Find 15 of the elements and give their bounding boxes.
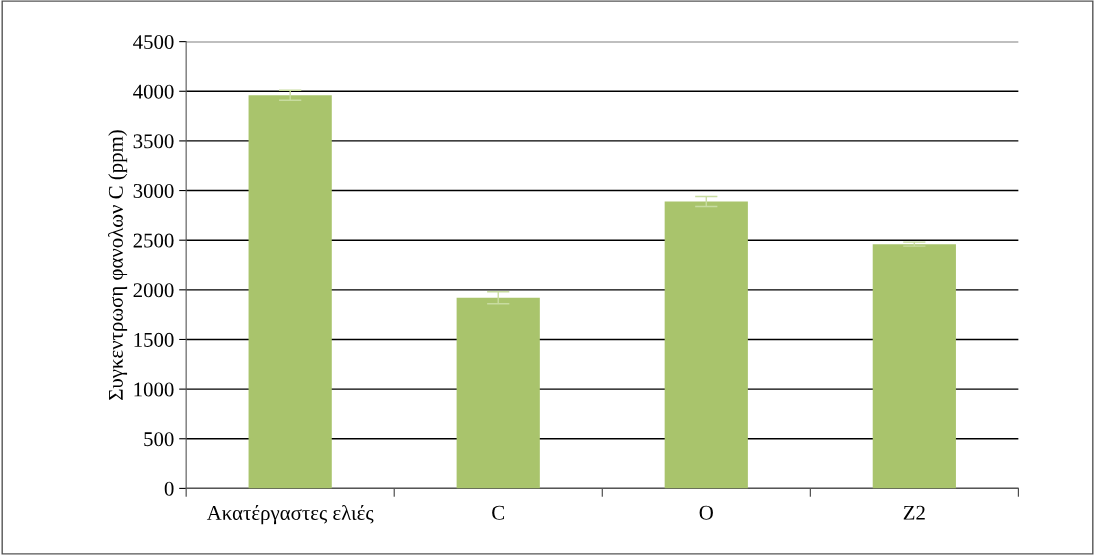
y-tick-label: 4500 (133, 35, 174, 50)
y-tick-label: 4000 (133, 84, 174, 99)
x-tick-label: Ακατέργαστες ελιές (206, 505, 374, 525)
y-tick-label: 500 (144, 432, 174, 447)
y-tick-label: 1000 (134, 382, 174, 397)
x-tick-label: Z2 (903, 505, 925, 520)
x-tick-label: O (699, 505, 713, 520)
y-tick-label: 1500 (134, 332, 174, 347)
y-tick-label: 3500 (133, 134, 174, 149)
y-tick-label: 0 (164, 481, 174, 496)
x-tick-label: C (492, 505, 505, 520)
y-axis-title: Συγκεντρωση φανολων C (ppm) (108, 130, 128, 400)
y-tick-label: 2500 (133, 233, 174, 248)
y-tick-label: 3000 (133, 183, 174, 198)
y-tick-label: 2000 (133, 283, 174, 298)
